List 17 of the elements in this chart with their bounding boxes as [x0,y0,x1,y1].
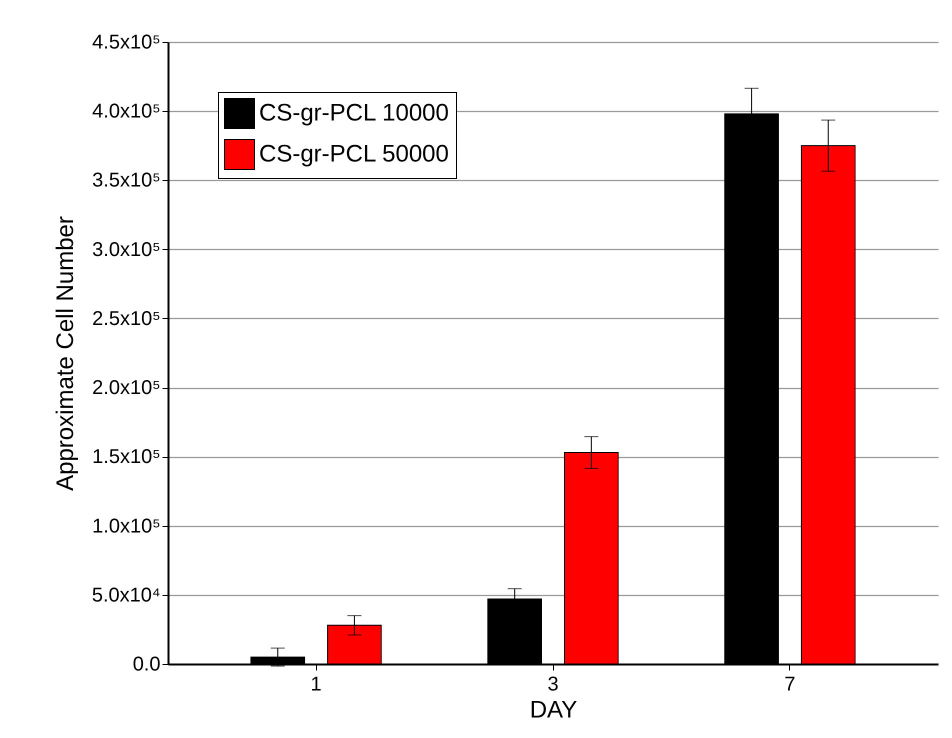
y-tick-label: 2.0x10⁵ [92,377,160,400]
y-tick-label: 4.0x10⁵ [92,100,160,123]
x-tick-label: 3 [547,674,559,696]
x-tick-label: 7 [784,674,796,696]
x-axis-title: DAY [530,696,578,724]
y-tick-label: 2.5x10⁵ [92,308,160,330]
legend-label: CS-gr-PCL 50000 [259,140,449,168]
y-tick-label: 3.0x10⁵ [92,238,160,261]
y-tick-label: 5.0x10⁴ [92,584,160,606]
y-tick-label: 1.0x10⁵ [92,515,160,538]
y-tick-label: 4.5x10⁵ [92,32,160,54]
y-axis-title: Approximate Cell Number [52,216,79,491]
x-tick-label: 1 [310,674,322,696]
y-tick-label: 1.5x10⁵ [92,446,160,468]
y-tick-label: 3.5x10⁵ [92,170,160,192]
y-tick-label: 0.0 [132,654,160,676]
legend-label: CS-gr-PCL 10000 [259,100,449,126]
